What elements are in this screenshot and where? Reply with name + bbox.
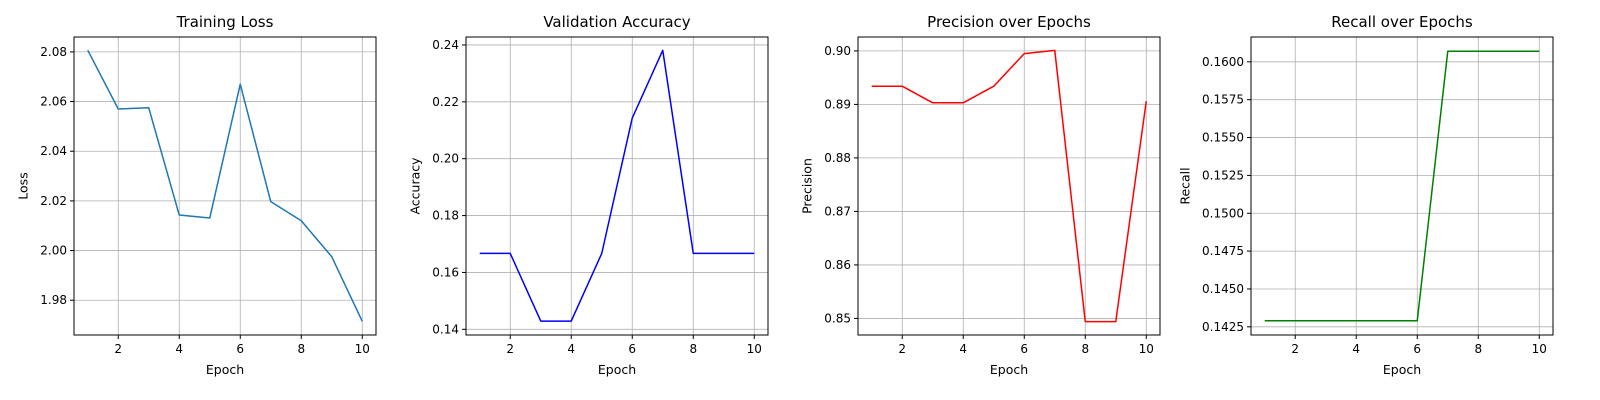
series-line: [1264, 50, 1540, 322]
y-tick-label: 1.98: [40, 293, 67, 307]
chart-title: Recall over Epochs: [1331, 13, 1473, 31]
axes-frame: [857, 36, 1161, 336]
y-tick-label: 0.1550: [1202, 131, 1244, 145]
y-tick-label: 0.86: [824, 258, 851, 272]
x-tick-label: 8: [689, 342, 697, 356]
y-axis-label: Precision: [799, 158, 814, 214]
y-tick-label: 0.18: [432, 209, 459, 223]
y-tick-label: 0.24: [432, 38, 459, 52]
y-tick-label: 0.1525: [1202, 168, 1244, 182]
x-tick-label: 2: [1291, 342, 1299, 356]
x-tick-label: 2: [898, 342, 906, 356]
x-axis-label: Epoch: [990, 362, 1028, 377]
x-tick-label: 10: [1139, 342, 1154, 356]
y-tick-label: 0.85: [824, 311, 851, 325]
chart-title: Validation Accuracy: [543, 13, 690, 31]
y-tick-label: 0.16: [432, 265, 459, 279]
y-tick-label: 2.00: [40, 244, 67, 258]
x-tick-label: 2: [506, 342, 514, 356]
x-tick-label: 6: [236, 342, 244, 356]
axes-frame: [465, 36, 769, 336]
x-axis-label: Epoch: [1383, 362, 1421, 377]
y-tick-label: 2.02: [40, 194, 67, 208]
y-tick-label: 2.04: [40, 144, 67, 158]
chart-title: Precision over Epochs: [927, 13, 1091, 31]
y-axis-label: Recall: [1178, 167, 1193, 204]
y-tick-label: 0.90: [824, 44, 851, 58]
y-tick-label: 0.1450: [1202, 282, 1244, 296]
x-tick-label: 4: [1352, 342, 1360, 356]
x-tick-label: 6: [1020, 342, 1028, 356]
chart-title: Training Loss: [176, 13, 274, 31]
y-tick-label: 0.88: [824, 151, 851, 165]
x-tick-label: 6: [628, 342, 636, 356]
y-tick-label: 0.1575: [1202, 93, 1244, 107]
y-axis-label: Loss: [15, 172, 30, 199]
x-tick-label: 4: [567, 342, 575, 356]
axes-frame: [73, 36, 377, 336]
y-tick-label: 2.08: [40, 45, 67, 59]
x-tick-label: 4: [959, 342, 967, 356]
y-axis-label: Accuracy: [407, 157, 422, 215]
axes-frame: [1250, 36, 1554, 336]
x-tick-label: 10: [355, 342, 370, 356]
subplot-1: 2 4 6 8 10 1.98 2.00 2.02 2.04 2.06 2.08 Training L…: [15, 13, 377, 377]
y-tick-label: 0.1500: [1202, 206, 1244, 220]
x-tick-label: 10: [747, 342, 762, 356]
x-tick-label: 4: [175, 342, 183, 356]
x-tick-label: 8: [1474, 342, 1482, 356]
y-tick-label: 0.1600: [1202, 55, 1244, 69]
y-tick-label: 0.1425: [1202, 320, 1244, 334]
y-tick-label: 0.14: [432, 322, 459, 336]
series-line: [87, 49, 363, 322]
subplot-2: 2 4 6 8 10 0.14 0.16 0.18 0.20 0.22 0.24 Validation…: [407, 13, 769, 377]
series-line: [871, 49, 1148, 323]
x-tick-label: 8: [297, 342, 305, 356]
x-tick-label: 6: [1413, 342, 1421, 356]
subplot-3: 2 4 6 8 10 0.85 0.86 0.87 0.88 0.89 0.90 Precision …: [799, 13, 1161, 377]
x-tick-label: 10: [1532, 342, 1547, 356]
y-tick-label: 2.06: [40, 95, 67, 109]
series-line: [479, 49, 755, 322]
x-tick-label: 8: [1081, 342, 1089, 356]
x-tick-label: 2: [114, 342, 122, 356]
y-tick-label: 0.20: [432, 152, 459, 166]
x-axis-label: Epoch: [206, 362, 244, 377]
y-tick-label: 0.89: [824, 97, 851, 111]
y-tick-label: 0.1475: [1202, 244, 1244, 258]
x-axis-label: Epoch: [598, 362, 636, 377]
y-tick-label: 0.87: [824, 204, 851, 218]
subplot-4: 2 4 6 8 10 0.1425 0.1450 0.1475 0.1500 0.1525 0.15…: [1178, 13, 1554, 377]
y-tick-label: 0.22: [432, 95, 459, 109]
